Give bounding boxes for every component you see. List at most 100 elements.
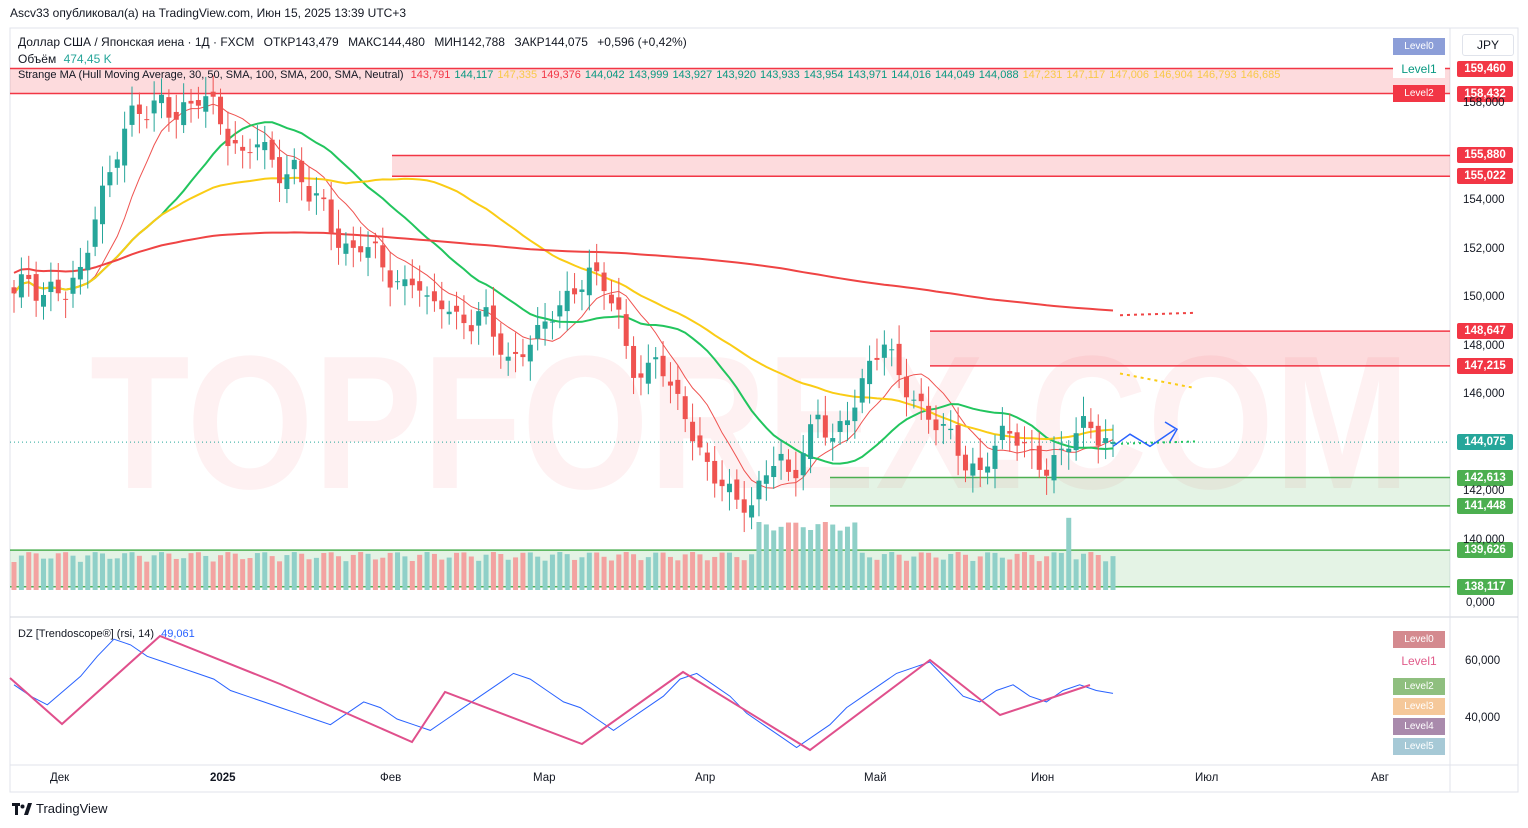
candle-body (291, 159, 297, 170)
candle-body (1103, 438, 1109, 444)
volume-bar (675, 560, 681, 590)
volume-bar (557, 552, 563, 590)
volume-bar (454, 552, 460, 590)
volume-bar (358, 552, 364, 590)
volume-bar (903, 560, 909, 590)
candle-body (468, 325, 474, 332)
indicator-value: 143,927 (672, 69, 713, 81)
price-tag: 155,880 (1457, 147, 1513, 164)
volume-bar (800, 527, 806, 590)
candle-body (793, 469, 799, 479)
candle-body (159, 94, 165, 104)
indicator-value: 147,117 (1066, 69, 1106, 81)
volume-bar (313, 557, 319, 590)
volume-bar (372, 559, 378, 590)
volume-bar (151, 555, 157, 590)
volume-bar (1080, 553, 1086, 590)
volume-bar (638, 560, 644, 590)
volume-bar (1036, 561, 1042, 590)
volume-bar (933, 557, 939, 590)
candle-body (490, 305, 496, 337)
volume-bar (911, 556, 917, 590)
volume-bar (586, 552, 592, 590)
level-box: Level0 (1393, 38, 1445, 55)
volume-bar (926, 552, 932, 590)
volume-bar (704, 560, 710, 590)
candle-body (336, 228, 342, 248)
candle-body (660, 355, 666, 377)
resistance-zone (392, 155, 1450, 177)
candle-body (210, 91, 216, 97)
volume-bar (232, 553, 238, 590)
volume-bar (100, 553, 106, 590)
volume-bar (999, 557, 1005, 590)
volume-bar (778, 526, 784, 590)
candle-body (697, 435, 703, 448)
candle-body (262, 142, 268, 151)
candle-body (409, 278, 415, 286)
candle-body (365, 247, 371, 258)
volume-bar (210, 561, 216, 590)
volume-bar (527, 552, 533, 590)
candle-body (837, 421, 843, 432)
candle-body (948, 428, 954, 431)
candle-body (313, 193, 319, 196)
watermark: TOPFOREX.COM (90, 317, 1410, 529)
candle-body (151, 100, 157, 114)
volume-bar (1044, 556, 1050, 590)
candle-body (785, 459, 791, 472)
candle-body (269, 139, 275, 160)
volume-bar (85, 555, 91, 590)
time-axis-label: Апр (695, 772, 716, 784)
indicator-value: 144,088 (978, 69, 1019, 81)
open-value: ОТКР143,479 (263, 35, 339, 49)
candle-body (653, 357, 659, 360)
candle-body (867, 360, 873, 385)
candle-body (85, 252, 91, 271)
volume-bar (48, 558, 54, 590)
volume-bar (1066, 517, 1072, 590)
currency-button[interactable]: JPY (1462, 34, 1514, 56)
candle-body (1073, 433, 1079, 451)
volume-bar (1014, 553, 1020, 590)
candle-body (844, 420, 850, 426)
candle-body (1036, 445, 1042, 470)
volume-bar (136, 555, 142, 590)
candle-body (1110, 442, 1116, 444)
candle-body (549, 321, 555, 323)
candle-body (815, 414, 821, 420)
rsi-axis-label: 60,000 (1465, 655, 1501, 667)
volume-bar (505, 559, 511, 590)
indicator-legend: Strange MA (Hull Moving Average, 30, 50,… (18, 69, 1280, 81)
volume-bar (535, 556, 541, 590)
rsi-pane (9, 634, 1114, 752)
candle-body (1066, 448, 1072, 453)
indicator-value: 146,685 (1240, 69, 1281, 81)
volume-bar (867, 557, 873, 590)
candle-body (498, 333, 504, 355)
candle-body (977, 457, 983, 471)
candle-body (129, 105, 135, 125)
volume-bar (822, 522, 828, 590)
level-box: Level1 (1393, 61, 1445, 78)
volume-bar (977, 556, 983, 590)
candle-body (195, 100, 201, 106)
candle-body (911, 399, 917, 401)
volume-bar (682, 554, 688, 590)
volume-bar (284, 555, 290, 590)
candle-body (749, 505, 755, 518)
price-axis-label: 152,000 (1463, 242, 1505, 255)
candle-body (181, 102, 187, 126)
candle-body (859, 378, 865, 403)
tradingview-brand[interactable]: TradingView (12, 801, 108, 816)
candle-body (638, 373, 644, 378)
sma200-projection (1119, 311, 1196, 317)
candle-body (557, 305, 563, 317)
volume-bar (299, 553, 305, 590)
volume-bar (476, 560, 482, 590)
volume-bar (195, 552, 201, 590)
support-zone (830, 477, 1450, 506)
volume-legend: Объём 474,45 K (18, 52, 112, 66)
candle-body (535, 324, 541, 339)
